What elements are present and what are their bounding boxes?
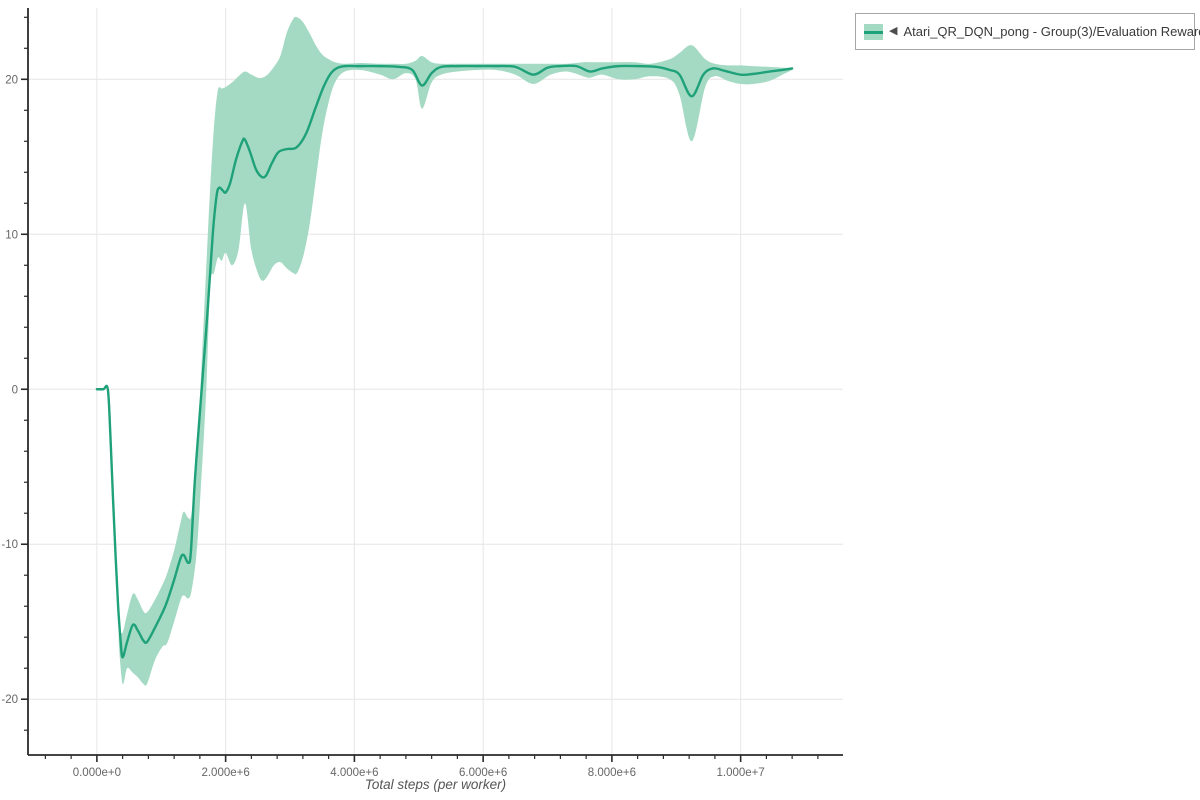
y-tick-label: 10 [5, 229, 18, 241]
x-tick-label: 1.000e+7 [716, 767, 764, 779]
y-tick-label: 0 [12, 384, 18, 396]
legend[interactable]: ◀ Atari_QR_DQN_pong - Group(3)/Evaluatio… [855, 13, 1200, 50]
confidence-band [118, 16, 793, 686]
y-tick-label: -20 [1, 694, 18, 706]
x-tick-label: 0.000e+0 [73, 767, 121, 779]
series-line [95, 64, 794, 659]
y-tick-label: -10 [1, 539, 18, 551]
x-tick-label: 4.000e+6 [330, 767, 378, 779]
legend-collapse-icon[interactable]: ◀ [889, 25, 898, 37]
x-axis-title: Total steps (per worker) [364, 777, 507, 792]
x-tick-label: 8.000e+6 [588, 767, 636, 779]
x-tick-label: 2.000e+6 [201, 767, 249, 779]
y-tick-label: 20 [5, 74, 18, 86]
legend-line-swatch [864, 30, 883, 34]
legend-swatch-icon [864, 23, 883, 40]
legend-series-label: Atari_QR_DQN_pong - Group(3)/Evaluation … [903, 24, 1200, 39]
x-tick-label: 6.000e+6 [459, 767, 507, 779]
